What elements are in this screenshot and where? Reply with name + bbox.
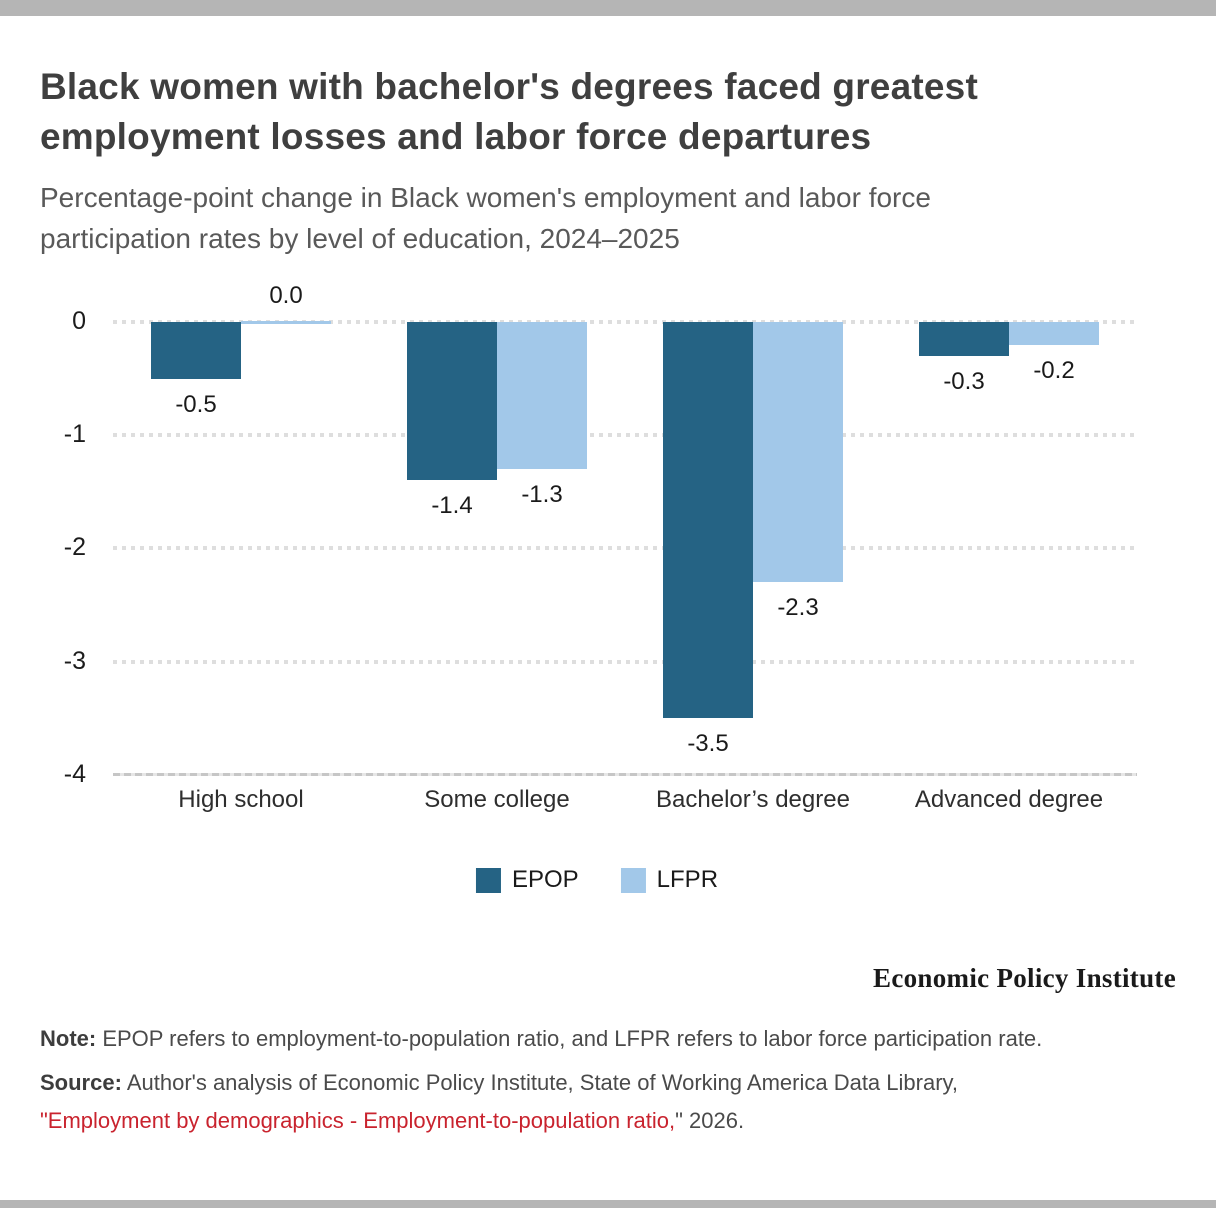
legend-item-lfpr: LFPR: [620, 866, 719, 894]
y-tick-label-0: 0: [72, 307, 86, 335]
x-axis-label-advanced-degree: Advanced degree: [914, 786, 1104, 813]
bar-value-label: -1.4: [431, 492, 473, 519]
epi-wordmark: Economic Policy Institute: [873, 963, 1176, 993]
epop-legend-label: EPOP: [511, 866, 579, 893]
x-axis-baseline: [113, 772, 1137, 776]
legend-item-epop: EPOP: [475, 866, 579, 894]
note-label: Note:: [40, 1026, 97, 1051]
y-tick-label--1: -1: [63, 420, 86, 449]
bar-value-label: -0.3: [943, 368, 985, 395]
bar-lfpr-high-school[interactable]: [241, 321, 331, 324]
x-axis-label-some-college: Some college: [424, 786, 570, 813]
gridline--3: [113, 659, 1137, 664]
chart-subtitle: Percentage-point change in Black women's…: [40, 182, 931, 213]
bar-lfpr-bachelor-s-degree[interactable]: [753, 322, 843, 582]
bar-epop-high-school[interactable]: [151, 322, 241, 379]
x-axis-label-bachelor-s-degree: Bachelor’s degree: [656, 786, 850, 813]
source-label: Source:: [40, 1070, 122, 1095]
bar-epop-bachelor-s-degree[interactable]: [663, 322, 753, 718]
source-line-2: "Employment by demographics - Employment…: [40, 1108, 745, 1133]
bar-value-label: -3.5: [687, 730, 729, 757]
bar-value-label: -0.5: [175, 391, 217, 418]
bar-value-label: 0.0: [269, 282, 303, 309]
epop-legend-swatch: [475, 867, 501, 893]
lfpr-legend-label: LFPR: [656, 866, 719, 893]
bar-value-label: -1.3: [521, 481, 563, 508]
bar-lfpr-advanced-degree[interactable]: [1009, 322, 1099, 345]
bottom-divider-bar: [0, 1200, 1216, 1208]
bar-epop-advanced-degree[interactable]: [919, 322, 1009, 356]
source-line-1: Source: Author's analysis of Economic Po…: [40, 1070, 959, 1095]
x-axis-label-high-school: High school: [178, 786, 304, 813]
chart-legend: EPOP LFPR: [475, 866, 719, 894]
gridline--1: [113, 433, 1137, 438]
lfpr-legend-swatch: [620, 867, 646, 893]
source-link[interactable]: "Employment by demographics - Employment…: [40, 1108, 676, 1133]
bar-lfpr-some-college[interactable]: [497, 322, 587, 469]
y-tick-label--2: -2: [63, 533, 86, 562]
note-text: Note: EPOP refers to employment-to-popul…: [40, 1026, 1043, 1051]
bar-epop-some-college[interactable]: [407, 322, 497, 480]
bar-value-label: -0.2: [1033, 357, 1075, 384]
page-title-line2: employment losses and labor force depart…: [40, 116, 872, 157]
bar-value-label: -2.3: [777, 594, 819, 621]
gridline-0: [113, 320, 1137, 324]
y-tick-label--4: -4: [63, 759, 86, 788]
source-text: Source: Author's analysis of Economic Po…: [40, 1064, 1180, 1140]
page-title: Black women with bachelor's degrees face…: [40, 66, 978, 107]
top-divider-bar: [0, 0, 1216, 16]
chart-subtitle-line2: participation rates by level of educatio…: [40, 223, 680, 254]
gridline--2: [113, 546, 1137, 551]
y-tick-label--3: -3: [63, 646, 86, 675]
